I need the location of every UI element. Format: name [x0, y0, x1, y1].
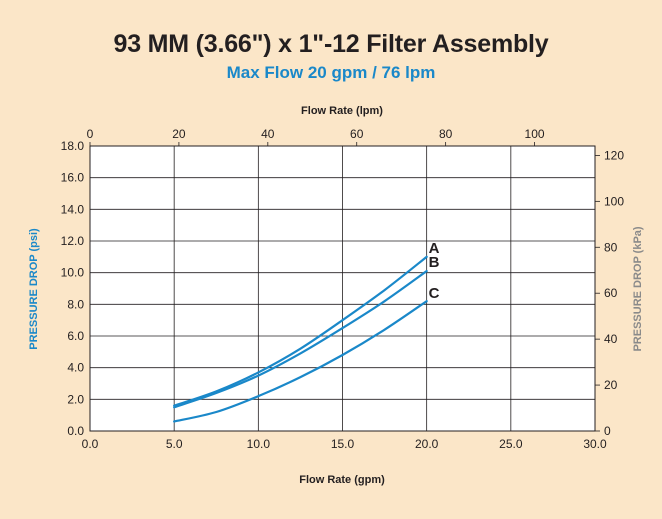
x2-tick-label: 20 [172, 127, 186, 141]
chart-title: 93 MM (3.66") x 1"-12 Filter Assembly [113, 30, 549, 58]
series-label-b: B [429, 254, 440, 271]
series-labels: ABC [429, 240, 440, 302]
x-tick-labels: 0.0 5.0 10.0 15.0 20.0 25.0 30.0 [82, 437, 607, 451]
y2-tick-label: 40 [604, 332, 618, 346]
series-line-a [173, 255, 428, 407]
y2-tick-label: 60 [604, 286, 618, 300]
y-tick-label: 18.0 [61, 139, 85, 153]
y2-tick-label: 100 [604, 194, 624, 208]
x-tick-label: 25.0 [499, 437, 523, 451]
y-axis-label: PRESSURE DROP (psi) [28, 228, 40, 350]
x-tick-label: 0.0 [82, 437, 99, 451]
x2-tick-label: 40 [261, 127, 275, 141]
y2-axis-label: PRESSURE DROP (kPa) [632, 226, 644, 351]
y2-tick-label: 120 [604, 148, 624, 162]
x-tick-label: 5.0 [166, 437, 183, 451]
x2-tick-label: 80 [439, 127, 453, 141]
x2-tick-label: 100 [525, 127, 545, 141]
x2-tick-label: 60 [350, 127, 364, 141]
y-tick-labels: 0.0 2.0 4.0 6.0 8.0 10.0 12.0 14.0 16.0 18.0 [61, 139, 85, 438]
x2-axis-label: Flow Rate (lpm) [301, 105, 383, 117]
y2-tick-label: 20 [604, 378, 618, 392]
y-tick-label: 14.0 [61, 202, 85, 216]
plot-border [89, 145, 596, 432]
y-tick-label: 0.0 [67, 424, 84, 438]
y-tick-label: 4.0 [67, 361, 84, 375]
y-tick-label: 10.0 [61, 266, 85, 280]
y2-tick-labels: 0 20 40 60 80 100 120 [595, 148, 624, 438]
series-curves [173, 255, 428, 423]
y-tick-label: 16.0 [61, 171, 85, 185]
plot-frame [89, 145, 596, 432]
x2-tick-label: 0 [87, 127, 94, 141]
y-tick-label: 6.0 [67, 329, 84, 343]
series-label-a: A [429, 240, 440, 257]
y2-tick-label: 80 [604, 240, 618, 254]
x-tick-label: 20.0 [415, 437, 439, 451]
y2-tick-label: 0 [604, 424, 611, 438]
series-line-c [173, 300, 428, 423]
series-line-b [173, 269, 428, 409]
x-tick-label: 15.0 [331, 437, 355, 451]
x2-tick-labels: 0 20 40 60 80 100 [87, 127, 545, 146]
x-axis-label: Flow Rate (gpm) [299, 474, 385, 486]
series-label-c: C [429, 285, 440, 302]
grid-lines [89, 145, 596, 432]
chart-subtitle: Max Flow 20 gpm / 76 lpm [226, 63, 436, 82]
x-tick-label: 10.0 [247, 437, 271, 451]
x-tick-label: 30.0 [583, 437, 607, 451]
y-tick-label: 2.0 [67, 392, 84, 406]
y-tick-label: 12.0 [61, 234, 85, 248]
y-tick-label: 8.0 [67, 297, 84, 311]
